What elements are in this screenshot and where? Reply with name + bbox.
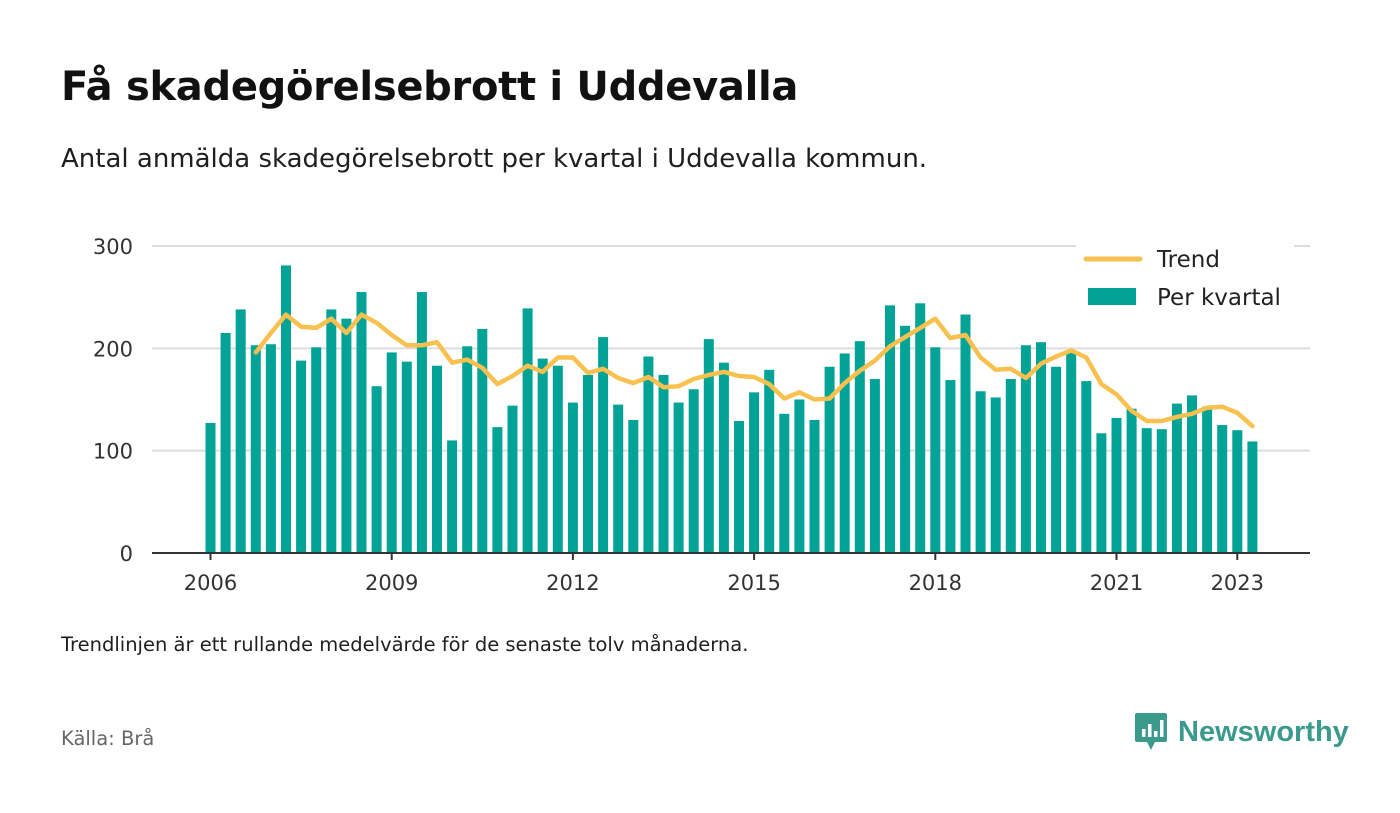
chart-subtitle: Antal anmälda skadegörelsebrott per kvar…	[61, 144, 928, 174]
bar	[854, 341, 865, 553]
bar	[281, 265, 291, 553]
bar	[990, 397, 1001, 553]
bar	[522, 308, 533, 553]
bar	[220, 332, 231, 553]
bar	[1020, 345, 1031, 553]
bar	[839, 353, 850, 553]
bar	[1066, 352, 1077, 553]
bar	[1111, 417, 1122, 553]
bar	[764, 369, 775, 553]
bar	[432, 365, 442, 553]
bar	[1156, 429, 1167, 553]
bar	[779, 413, 790, 553]
bar	[1036, 342, 1046, 553]
bar	[401, 361, 412, 553]
bar	[567, 402, 578, 553]
bar	[749, 392, 760, 553]
bar	[915, 303, 926, 553]
bar	[1051, 366, 1062, 553]
bar	[341, 318, 352, 553]
bar	[613, 404, 624, 553]
bar	[1187, 395, 1197, 553]
x-tick-label: 2009	[365, 571, 418, 595]
bar	[643, 356, 654, 553]
legend: Trend Per kvartal	[1076, 240, 1294, 322]
bar	[583, 374, 593, 553]
legend-bar-label: Per kvartal	[1157, 285, 1281, 311]
bar	[900, 325, 911, 553]
bar	[1217, 425, 1228, 553]
bar	[869, 379, 880, 553]
trend-series	[253, 312, 1255, 429]
bar	[1202, 406, 1213, 553]
chart-title: Få skadegörelsebrott i Uddevalla	[61, 64, 799, 110]
x-tick-label: 2018	[909, 571, 962, 595]
bar	[371, 386, 382, 553]
bar	[688, 389, 699, 553]
bar	[356, 292, 367, 553]
legend-trend-label: Trend	[1156, 247, 1220, 273]
bar	[265, 344, 276, 553]
bar	[1171, 403, 1182, 553]
bar	[703, 339, 714, 553]
bar	[326, 309, 337, 553]
y-tick-label: 200	[93, 337, 133, 361]
bars-per-kvartal	[205, 265, 1258, 553]
bar	[492, 427, 503, 553]
newsworthy-logo[interactable]: Newsworthy	[1134, 712, 1349, 752]
bar	[386, 352, 397, 553]
x-tick-label: 2006	[184, 571, 237, 595]
bar	[628, 419, 639, 553]
bar	[673, 402, 684, 553]
bar	[930, 347, 941, 553]
bar	[447, 440, 458, 553]
y-tick-label: 0	[120, 542, 133, 566]
source-text: Källa: Brå	[61, 727, 155, 750]
bar	[824, 366, 835, 553]
legend-bar-swatch	[1088, 288, 1136, 305]
bar	[296, 360, 307, 553]
bar	[598, 337, 609, 553]
bar	[1232, 430, 1243, 553]
bar	[885, 305, 895, 553]
bar	[477, 328, 488, 553]
bar	[1126, 408, 1137, 553]
bar	[1247, 441, 1258, 553]
legend-background	[1076, 240, 1294, 322]
y-tick-label: 300	[93, 235, 133, 259]
bar	[1005, 379, 1016, 553]
bar	[462, 346, 473, 553]
bar	[552, 365, 563, 553]
bar	[809, 419, 820, 553]
bar	[537, 358, 548, 553]
chart-footnote: Trendlinjen är ett rullande medelvärde f…	[61, 633, 749, 656]
bar	[1096, 433, 1107, 553]
brand-name: Newsworthy	[1178, 715, 1349, 748]
bar	[205, 423, 216, 553]
bar	[734, 420, 744, 553]
bar	[975, 391, 986, 553]
bar	[718, 362, 729, 553]
x-tick-label: 2023	[1211, 571, 1264, 595]
bar	[507, 405, 518, 553]
bar	[235, 309, 246, 553]
x-tick-label: 2012	[546, 571, 599, 595]
bar	[945, 380, 956, 553]
x-tick-label: 2015	[727, 571, 780, 595]
newsworthy-bar-chart-logo-icon	[1135, 713, 1167, 750]
bar	[311, 347, 322, 553]
bar	[794, 399, 805, 553]
x-tick-label: 2021	[1090, 571, 1143, 595]
bar	[658, 374, 669, 553]
bar	[1141, 428, 1152, 553]
y-axis-ticks: 0 100 200 300	[93, 235, 133, 566]
bar	[960, 314, 971, 553]
y-tick-label: 100	[93, 440, 133, 464]
bar	[250, 345, 261, 553]
bar	[1081, 381, 1092, 553]
trend-line	[253, 312, 1255, 429]
bar	[416, 292, 427, 553]
x-axis: 2006 2009 2012 2015 2018 2021 2023	[152, 552, 1310, 595]
